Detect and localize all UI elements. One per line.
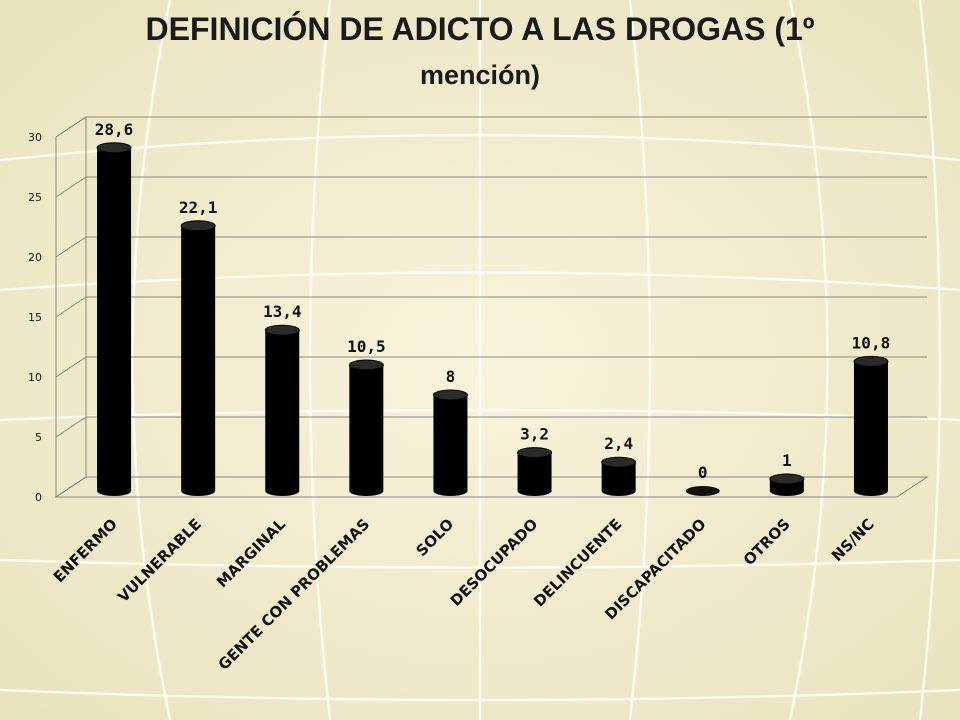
bar-top [348,359,384,371]
bar [349,365,384,497]
bar-top [432,389,468,401]
bar [97,147,132,497]
data-label: 28,6 [95,120,134,139]
bar-top [601,456,637,468]
data-label: 0 [698,463,708,482]
category-label: SOLO [412,515,457,560]
category-label: ENFERMO [50,515,121,586]
y-tick-label: 30 [28,131,42,144]
gridline-diagonal [55,176,87,198]
bar-top [853,355,889,367]
chart-title-line1: DEFINICIÓN DE ADICTO A LAS DROGAS (1º [145,11,815,47]
data-label: 10,8 [852,333,891,352]
data-label: 1 [782,451,792,470]
data-label: 10,5 [347,337,386,356]
data-label: 8 [446,367,456,386]
gridline-diagonal [55,356,87,378]
y-tick-label: 20 [28,251,42,264]
gridline-diagonal [55,296,87,318]
category-label: DELINCUENTE [530,515,625,610]
y-tick-label: 0 [35,491,42,504]
data-label: 13,4 [263,302,302,321]
data-label: 3,2 [520,425,549,444]
data-label: 22,1 [179,198,218,217]
bar-top [264,324,300,336]
bar-top [517,447,553,459]
bar-top [96,142,132,154]
gridline-diagonal [55,476,87,498]
category-label: GENTE CON PROBLEMAS [215,515,374,674]
y-tick-label: 10 [28,371,42,384]
gridline-diagonal [55,116,87,138]
category-label: OTROS [740,515,794,569]
chart-title-line2: mención) [419,60,540,90]
chart-title: DEFINICIÓN DE ADICTO A LAS DROGAS (1º me… [0,6,960,98]
category-label: DESOCUPADO [447,515,542,610]
category-label: MARGINAL [213,515,289,591]
bar [853,361,888,497]
y-tick-label: 5 [35,431,42,444]
y-tick-label: 15 [28,311,42,324]
bar [601,462,636,497]
bar-top [769,473,805,485]
y-tick-label: 25 [28,191,42,204]
bar [517,452,552,497]
bar [433,395,468,497]
gridline-diagonal [55,416,87,438]
category-label: NS/NC [828,515,878,565]
bar [181,225,216,497]
bar [265,330,300,497]
bar [685,486,720,496]
data-label: 2,4 [604,434,633,453]
category-label: VULNERABLE [114,515,205,606]
bar-top [180,220,216,232]
gridline-diagonal [55,236,87,258]
